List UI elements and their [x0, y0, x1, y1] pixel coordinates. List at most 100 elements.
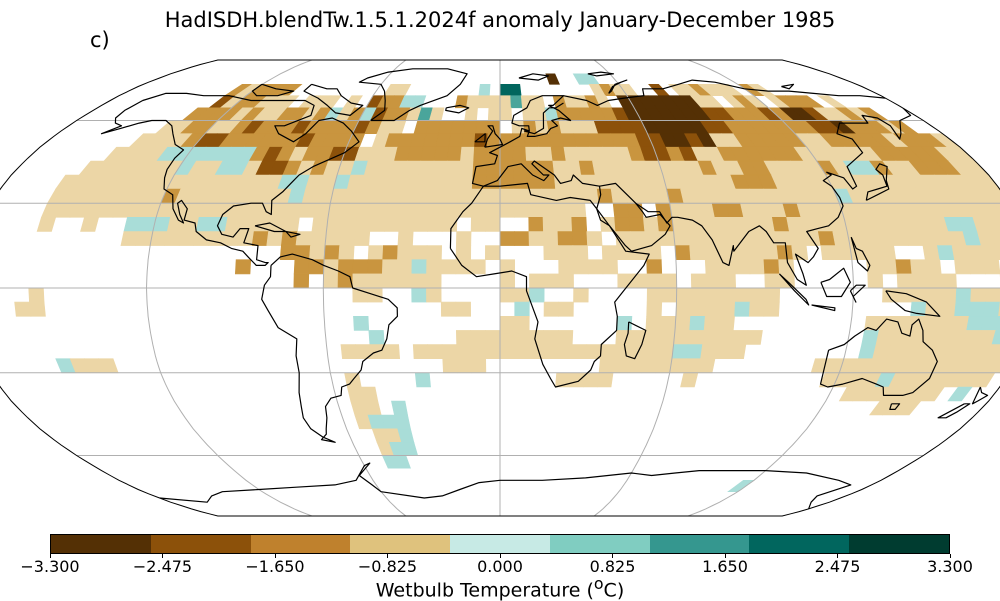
anomaly-cell: [569, 373, 584, 387]
anomaly-cell: [340, 232, 356, 246]
anomaly-cell: [923, 246, 940, 260]
anomaly-cell: [442, 217, 457, 231]
anomaly-cell: [850, 246, 867, 260]
anomaly-cell: [704, 246, 720, 260]
anomaly-cell: [309, 246, 325, 260]
anomaly-cell: [941, 288, 956, 302]
anomaly-cell: [765, 288, 780, 302]
anomaly-cell: [526, 161, 540, 175]
colorbar-label-superscript: o: [594, 574, 604, 593]
anomaly-cell: [341, 217, 357, 231]
anomaly-cell: [765, 274, 780, 288]
coastline: [973, 387, 988, 404]
anomaly-cell: [456, 302, 471, 316]
anomaly-cell: [897, 274, 912, 288]
anomaly-cell: [479, 84, 490, 95]
anomaly-cell: [486, 217, 501, 231]
anomaly-cell: [763, 246, 779, 260]
colorbar: [50, 534, 950, 554]
anomaly-cell: [615, 217, 631, 231]
anomaly-cell: [456, 330, 471, 344]
anomaly-cell: [367, 274, 382, 288]
anomaly-cell: [528, 203, 543, 217]
anomaly-cell: [447, 147, 462, 161]
anomaly-cell: [385, 203, 401, 217]
anomaly-cell: [617, 316, 632, 330]
anomaly-cell: [500, 189, 514, 203]
anomaly-cell: [462, 134, 476, 148]
anomaly-cell: [937, 246, 954, 260]
anomaly-cell: [460, 147, 474, 161]
anomaly-cell: [458, 189, 473, 203]
coastline: [821, 268, 850, 296]
anomaly-cell: [574, 288, 589, 302]
anomaly-cell: [894, 316, 911, 330]
anomaly-cell: [514, 175, 528, 189]
anomaly-cell: [165, 232, 182, 246]
colorbar-segment: [749, 535, 849, 553]
anomaly-cell: [403, 175, 419, 189]
anomaly-cell: [865, 246, 882, 260]
anomaly-cell: [353, 274, 368, 288]
coastline: [781, 84, 793, 89]
anomaly-cell: [514, 203, 529, 217]
anomaly-cell: [923, 316, 940, 330]
anomaly-cell: [456, 232, 471, 246]
colorbar-segment: [650, 535, 750, 553]
anomaly-cell: [706, 274, 721, 288]
anomaly-cell: [391, 401, 407, 415]
anomaly-cell: [544, 274, 559, 288]
anomaly-cell: [717, 330, 733, 344]
anomaly-cell: [415, 373, 430, 387]
anomaly-cell: [948, 387, 972, 401]
anomaly-cell: [616, 330, 632, 344]
anomaly-cell: [412, 274, 427, 288]
anomaly-cell: [353, 316, 368, 330]
anomaly-cell: [421, 147, 436, 161]
anomaly-cell: [542, 203, 557, 217]
anomaly-cell: [879, 316, 896, 330]
anomaly-cell: [777, 246, 793, 260]
anomaly-cell: [941, 274, 956, 288]
anomaly-cell: [369, 330, 385, 344]
anomaly-cell: [701, 345, 717, 359]
anomaly-cell: [373, 189, 389, 203]
anomaly-cell: [647, 302, 662, 316]
anomaly-cell: [512, 134, 525, 148]
anomaly-grid-cells: [15, 74, 1000, 492]
anomaly-cell: [443, 359, 458, 373]
anomaly-cell: [940, 302, 956, 316]
anomaly-cell: [387, 189, 403, 203]
anomaly-cell: [252, 232, 268, 246]
anomaly-cell: [912, 288, 927, 302]
anomaly-cell: [746, 232, 763, 246]
anomaly-cell: [749, 260, 765, 274]
anomaly-cell: [559, 260, 574, 274]
anomaly-cell: [500, 96, 511, 108]
anomaly-cell: [868, 274, 883, 288]
anomaly-cell: [427, 246, 442, 260]
anomaly-cell: [439, 121, 454, 134]
anomaly-cell: [732, 330, 748, 344]
anomaly-cell: [194, 232, 211, 246]
anomaly-cell: [686, 345, 702, 359]
anomaly-cell: [513, 147, 527, 161]
anomaly-cell: [911, 260, 927, 274]
anomaly-cell: [441, 260, 456, 274]
anomaly-cell: [613, 203, 629, 217]
anomaly-cell: [500, 108, 512, 121]
anomaly-cell: [371, 203, 387, 217]
anomaly-cell: [354, 232, 370, 246]
anomaly-cell: [431, 175, 446, 189]
anomaly-cell: [312, 217, 328, 231]
anomaly-cell: [748, 246, 764, 260]
anomaly-cell: [412, 288, 427, 302]
anomaly-cell: [691, 288, 706, 302]
anomaly-cell: [512, 121, 525, 134]
anomaly-cell: [789, 232, 806, 246]
anomaly-cell: [688, 232, 704, 246]
anomaly-cell: [342, 203, 358, 217]
anomaly-cell: [415, 189, 430, 203]
anomaly-cell: [474, 147, 488, 161]
anomaly-cell: [676, 302, 691, 316]
